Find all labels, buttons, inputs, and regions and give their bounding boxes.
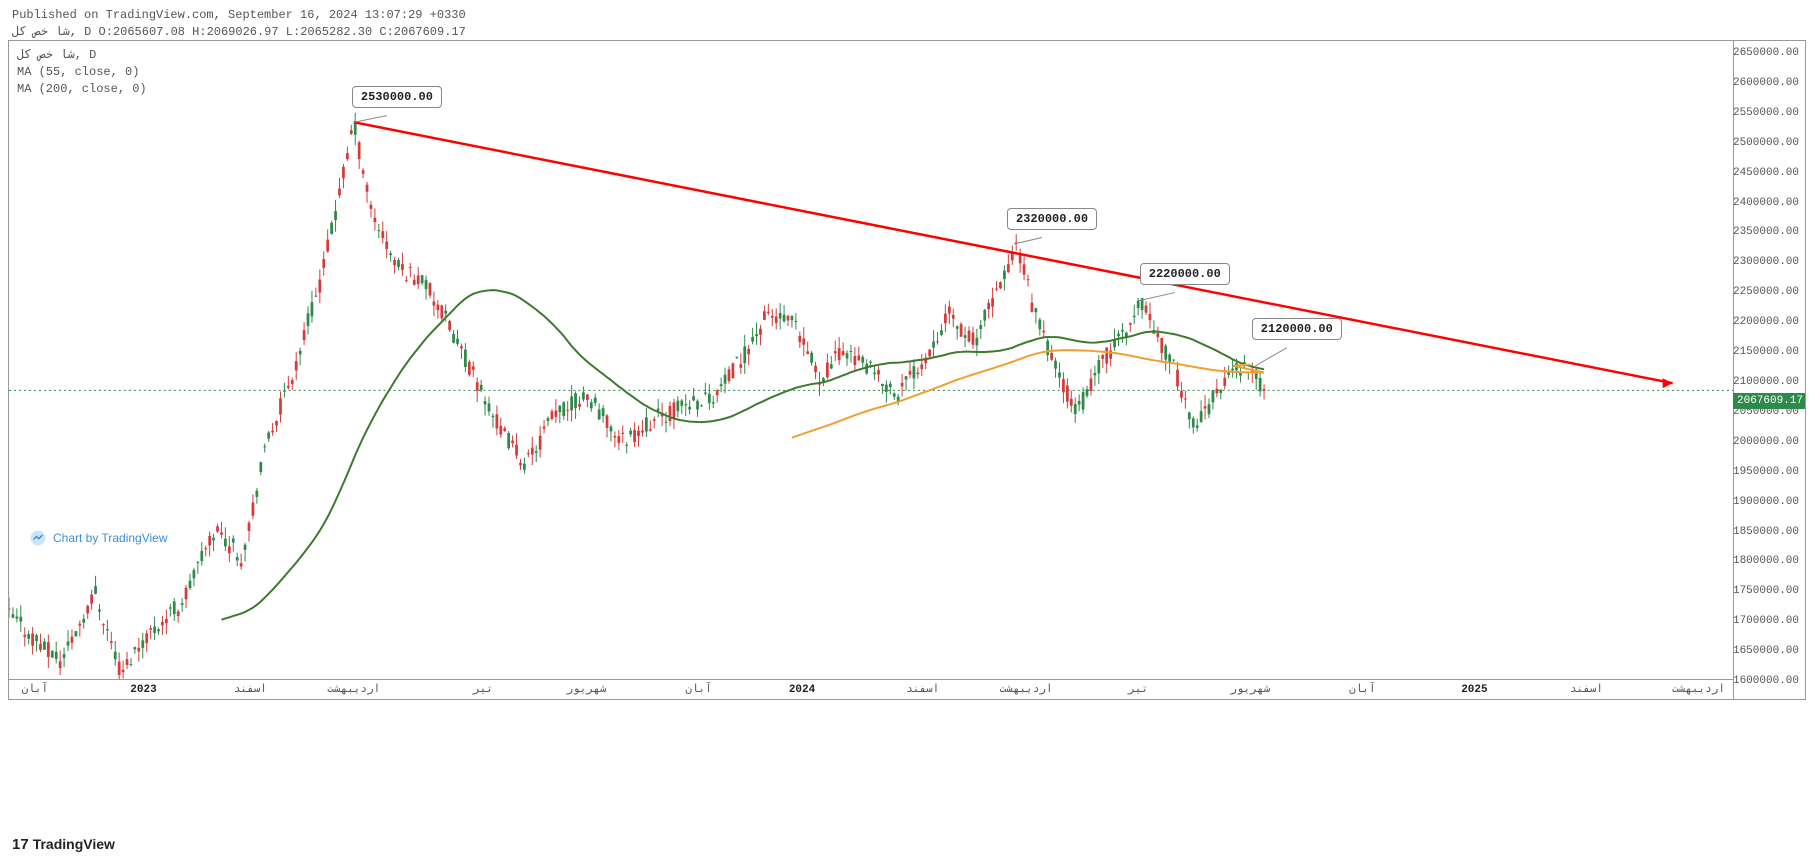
- x-axis-tick: اسفند: [234, 682, 267, 696]
- y-axis-tick: 1650000.00: [1733, 645, 1799, 657]
- chart-container: شا خص کل, D MA (55, close, 0) MA (200, c…: [8, 40, 1806, 700]
- x-axis: آبان 2023 اسفند اردیبهشت تیر شهریور آبان 2024 اس…: [9, 679, 1733, 699]
- x-axis-tick: آبان: [1349, 682, 1376, 696]
- footer: 17 TradingView: [0, 826, 1814, 862]
- tradingview-watermark: Chart by TradingView: [29, 529, 168, 547]
- x-axis-tick: اردیبهشت: [1000, 682, 1053, 696]
- y-axis-tick: 1750000.00: [1733, 585, 1799, 597]
- y-axis-tick: 2100000.00: [1733, 376, 1799, 388]
- y-axis-tick: 2300000.00: [1733, 256, 1799, 268]
- y-axis-tick: 1700000.00: [1733, 615, 1799, 627]
- price-callout: 2220000.00: [1140, 263, 1230, 285]
- y-axis-tick: 2500000.00: [1733, 137, 1799, 149]
- y-axis-tick: 1900000.00: [1733, 496, 1799, 508]
- y-axis: 1600000.00 1650000.00 1700000.00 1750000.00…: [1733, 41, 1805, 699]
- footer-logo-icon: 17: [12, 836, 29, 853]
- x-axis-tick: 2023: [130, 684, 156, 696]
- footer-logo-text: TradingView: [33, 836, 115, 852]
- y-axis-tick: 2000000.00: [1733, 436, 1799, 448]
- x-axis-tick: اردیبهشت: [1672, 682, 1725, 696]
- y-axis-tick: 1850000.00: [1733, 526, 1799, 538]
- y-axis-tick: 1800000.00: [1733, 555, 1799, 567]
- x-axis-tick: تیر: [473, 682, 493, 696]
- y-axis-tick: 2350000.00: [1733, 226, 1799, 238]
- price-callout: 2120000.00: [1252, 318, 1342, 340]
- ohlc-summary: شا خص کل, D O:2065607.08 H:2069026.97 L:…: [12, 24, 466, 39]
- watermark-text: Chart by TradingView: [53, 531, 168, 545]
- x-axis-tick: آبان: [685, 682, 712, 696]
- footer-logo: 17 TradingView: [12, 836, 115, 853]
- y-axis-tick: 2150000.00: [1733, 346, 1799, 358]
- x-axis-tick: 2025: [1461, 684, 1487, 696]
- price-callout: 2530000.00: [352, 86, 442, 108]
- x-axis-tick: تیر: [1128, 682, 1148, 696]
- x-axis-tick: آبان: [22, 682, 49, 696]
- y-axis-current-price: 2067609.17: [1733, 393, 1805, 409]
- plot-area[interactable]: 2530000.00 2320000.00 2220000.00 2120000.00: [9, 41, 1733, 679]
- x-axis-tick: اردیبهشت: [327, 682, 380, 696]
- y-axis-tick: 2450000.00: [1733, 167, 1799, 179]
- chart-svg: [9, 41, 1733, 679]
- x-axis-tick: اسفند: [906, 682, 939, 696]
- x-axis-tick: اسفند: [1570, 682, 1603, 696]
- tradingview-icon: [29, 529, 47, 547]
- published-header: Published on TradingView.com, September …: [12, 8, 466, 22]
- x-axis-tick: شهریور: [1230, 682, 1270, 696]
- y-axis-tick: 2650000.00: [1733, 47, 1799, 59]
- x-axis-tick: 2024: [789, 684, 815, 696]
- y-axis-tick: 2250000.00: [1733, 286, 1799, 298]
- x-axis-tick: شهریور: [567, 682, 607, 696]
- y-axis-tick: 1950000.00: [1733, 466, 1799, 478]
- y-axis-tick: 1600000.00: [1733, 675, 1799, 687]
- price-callout: 2320000.00: [1007, 208, 1097, 230]
- y-axis-tick: 2550000.00: [1733, 107, 1799, 119]
- y-axis-tick: 2200000.00: [1733, 316, 1799, 328]
- y-axis-tick: 2600000.00: [1733, 77, 1799, 89]
- y-axis-tick: 2400000.00: [1733, 197, 1799, 209]
